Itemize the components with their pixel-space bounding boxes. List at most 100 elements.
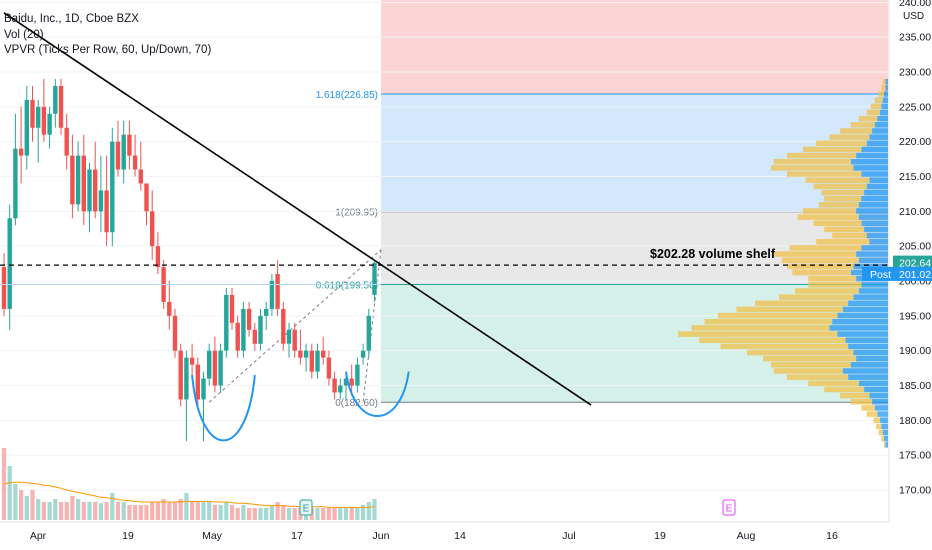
volume-profile-up-row: [874, 122, 888, 128]
symbol-title[interactable]: Baidu, Inc., 1D, Cboe BZX: [4, 13, 139, 25]
candle-body: [53, 85, 58, 114]
volume-bar: [133, 505, 138, 520]
last-price-badge: [893, 255, 932, 270]
time-tick-label: Jul: [562, 530, 575, 542]
candle-body: [47, 113, 52, 135]
volume-profile-down-row: [786, 374, 849, 380]
volume-bar: [195, 502, 200, 520]
time-tick-label: Aug: [737, 530, 756, 542]
volume-profile-down-row: [736, 306, 843, 313]
time-tick-label: Jun: [373, 530, 390, 542]
volume-profile-down-row: [802, 208, 857, 214]
volume-bar: [178, 499, 183, 520]
volume-bar: [247, 508, 252, 520]
candle-body: [75, 155, 81, 205]
volume-bar: [212, 505, 217, 520]
volume-bar: [190, 502, 195, 520]
volume-profile-up-row: [848, 374, 888, 380]
volume-profile-down-row: [816, 140, 867, 147]
volume-bar: [207, 502, 212, 520]
volume-bar: [167, 502, 172, 520]
volume-bar: [184, 493, 189, 520]
volume-bar: [81, 502, 86, 520]
volume-profile-down-row: [792, 269, 851, 276]
volume-bar: [104, 502, 109, 520]
volume-profile-up-row: [829, 325, 888, 331]
volume-profile-down-row: [755, 300, 849, 307]
volume-profile-up-row: [861, 282, 888, 288]
candle-body: [64, 127, 69, 156]
volume-profile-down-row: [813, 220, 862, 227]
volume-profile-up-row: [861, 245, 888, 251]
price-tick-label: 170.00: [899, 485, 931, 497]
volume-bar: [343, 508, 349, 520]
price-tick-label: 180.00: [899, 415, 931, 427]
volume-bar: [70, 496, 75, 520]
volume-indicator-label[interactable]: Vol (20): [4, 28, 44, 41]
candle-body: [360, 350, 366, 358]
volume-profile-up-row: [853, 294, 888, 300]
chart-drawings: $202.28 volume shelf: [0, 12, 888, 442]
volume-bar: [292, 508, 297, 520]
volume-profile-up-row: [853, 263, 888, 270]
candle-body: [144, 183, 149, 212]
volume-profile: [678, 78, 888, 448]
volume-profile-down-row: [678, 331, 838, 337]
candle-body: [303, 350, 309, 358]
candle-body: [201, 378, 206, 400]
candle-body: [252, 329, 257, 344]
volume-profile-up-row: [842, 368, 888, 374]
candle-body: [121, 134, 126, 170]
volume-profile-up-row: [842, 306, 888, 313]
volume-profile-down-row: [797, 214, 859, 220]
fib-level-label: 1.618(226.85): [316, 90, 378, 101]
volume-bar: [155, 502, 160, 520]
candle-body: [70, 155, 75, 205]
volume-profile-up-row: [837, 331, 888, 337]
candle-body: [41, 106, 47, 135]
volume-profile-up-row: [858, 257, 888, 263]
volume-profile-down-row: [878, 429, 883, 436]
price-tick-label: 220.00: [899, 136, 931, 148]
volume-profile-down-row: [779, 294, 854, 300]
volume-bar: [47, 502, 52, 520]
time-tick-label: Apr: [30, 530, 47, 542]
volume-bar: [275, 502, 280, 520]
candle-body: [150, 211, 155, 247]
volume-bar: [115, 502, 121, 520]
volume-bar: [13, 484, 18, 520]
volume-bar: [30, 490, 35, 520]
candle-body: [298, 350, 303, 358]
candle-body: [332, 378, 337, 393]
candle-body: [7, 218, 12, 309]
vpvr-indicator-label[interactable]: VPVR (Ticks Per Row, 60, Up/Down, 70): [4, 44, 212, 56]
volume-bar: [110, 493, 115, 520]
time-axis-bg: [0, 522, 932, 550]
candle-body: [115, 141, 121, 170]
volume-profile-down-row: [771, 362, 851, 368]
volume-profile-up-row: [869, 177, 888, 183]
volume-profile-down-row: [840, 392, 870, 399]
volume-bar: [24, 496, 29, 520]
candle-body: [13, 148, 18, 219]
volume-profile-down-row: [699, 337, 846, 343]
volume-profile-up-row: [864, 189, 888, 196]
volume-bar: [127, 505, 132, 520]
candle-body: [235, 322, 240, 351]
volume-profile-down-row: [813, 183, 867, 190]
volume-bar: [269, 505, 274, 520]
volume-profile-down-row: [881, 435, 885, 442]
volume-bar: [252, 508, 257, 520]
volume-profile-up-row: [858, 214, 888, 220]
volume-profile-down-row: [850, 398, 873, 405]
volume-bar: [64, 502, 69, 520]
candle-body: [315, 350, 320, 372]
volume-bar: [264, 508, 269, 520]
volume-profile-down-row: [821, 189, 865, 196]
volume-bar: [332, 508, 337, 520]
volume-bar: [349, 508, 354, 520]
chart-legend: Baidu, Inc., 1D, Cboe BZX Vol (20) VPVR …: [4, 12, 211, 59]
volume-shelf-label: $202.28 volume shelf: [650, 247, 776, 261]
volume-profile-down-row: [704, 318, 833, 325]
